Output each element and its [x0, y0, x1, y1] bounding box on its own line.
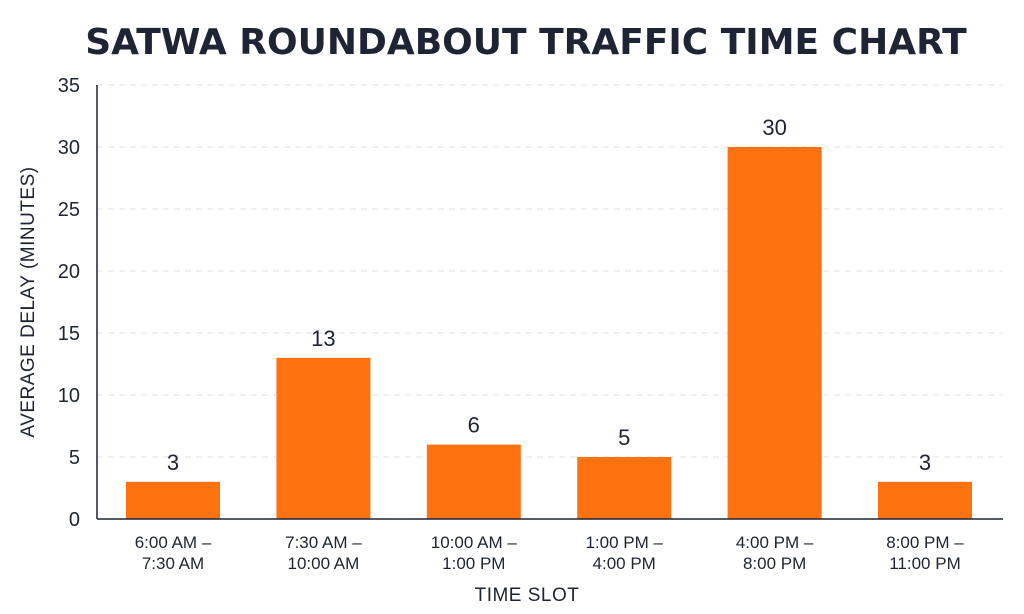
x-tick-label: 10:00 AM – [431, 533, 518, 552]
bar [727, 147, 822, 519]
y-tick-label: 30 [58, 137, 80, 159]
bars [126, 147, 972, 519]
data-labels: 3 13 6 5 30 3 [167, 115, 931, 475]
bar [276, 357, 371, 519]
x-tick-label: 8:00 PM – [886, 533, 964, 552]
bar [878, 481, 972, 519]
bar-value-label: 5 [618, 425, 630, 450]
x-tick-label: 7:30 AM – [285, 533, 362, 552]
x-tick-label: 8:00 PM [743, 554, 806, 573]
bar-value-label: 3 [167, 450, 179, 475]
x-axis-label: TIME SLOT [475, 585, 580, 606]
bar-value-label: 3 [919, 450, 931, 475]
gridlines [97, 84, 1003, 458]
y-tick-label: 15 [58, 323, 80, 345]
y-tick-label: 20 [58, 261, 80, 283]
bar-value-label: 6 [468, 413, 480, 438]
y-tick-label: 35 [58, 75, 80, 97]
x-tick-label: 6:00 AM – [135, 533, 212, 552]
x-tick-label: 10:00 AM [287, 554, 359, 573]
x-axis-categories: 6:00 AM – 7:30 AM 7:30 AM – 10:00 AM 10:00 A… [135, 533, 965, 573]
chart-title: SATWA ROUNDABOUT TRAFFIC TIME CHART [85, 22, 967, 63]
y-axis-ticks: 0 5 10 15 20 25 30 35 [58, 75, 80, 531]
x-tick-label: 7:30 AM [142, 554, 204, 573]
x-tick-label: 4:00 PM – [736, 533, 814, 552]
x-tick-label: 1:00 PM – [585, 533, 663, 552]
y-tick-label: 25 [58, 199, 80, 221]
y-tick-label: 10 [58, 385, 80, 407]
bar [426, 444, 521, 519]
y-tick-label: 0 [69, 509, 80, 531]
x-tick-label: 11:00 PM [889, 554, 961, 573]
bar-value-label: 30 [762, 115, 786, 140]
bar [577, 457, 672, 519]
bar [126, 481, 220, 519]
x-tick-label: 1:00 PM [442, 554, 505, 573]
y-axis-label: AVERAGE DELAY (MINUTES) [18, 166, 39, 437]
x-tick-label: 4:00 PM [593, 554, 656, 573]
y-tick-label: 5 [69, 447, 80, 469]
bar-value-label: 13 [311, 326, 335, 351]
